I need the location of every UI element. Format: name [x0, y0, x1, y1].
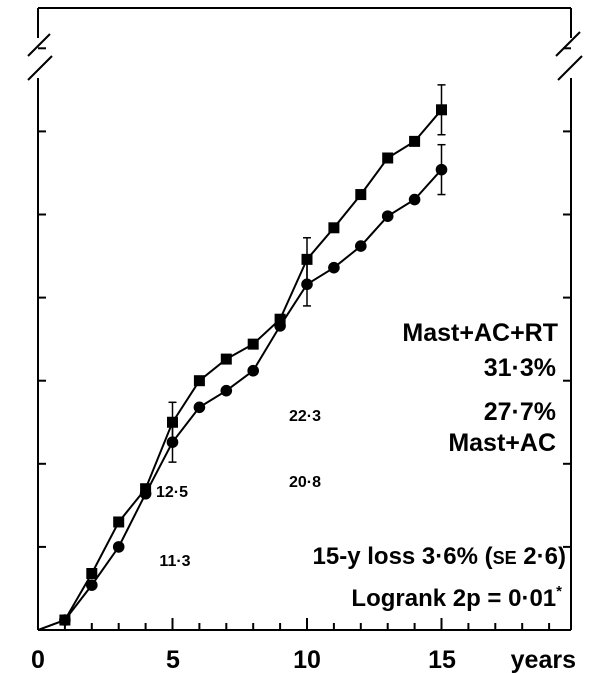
- axes: [37, 7, 572, 631]
- logrank-mark: *: [556, 583, 562, 600]
- x-axis-unit-label: years: [511, 646, 576, 673]
- point-ac-13: [381, 210, 394, 222]
- value-label-ac-5: 11·3: [159, 553, 190, 570]
- point-ac-8: [247, 364, 259, 377]
- percent-label-rt: 31·3%: [484, 354, 556, 382]
- point-ac-9: [274, 320, 286, 332]
- point-rt-6: [193, 375, 205, 387]
- point-ac-6: [193, 401, 206, 414]
- series-line-rt: [37, 109, 443, 631]
- point-ac-3: [112, 541, 125, 553]
- point-rt-8: [247, 338, 259, 350]
- series-line-ac: [37, 168, 443, 631]
- value-labels: 12·5 11·3 22·3 20·8: [156, 408, 321, 570]
- x-ticks: [63, 618, 551, 630]
- axis-break-right: [555, 31, 583, 81]
- x-tick-label-5: 5: [166, 646, 180, 673]
- logrank-annotation: Logrank 2p = 0·01*: [351, 583, 562, 612]
- loss-se: SE: [493, 548, 517, 568]
- value-label-rt-10: 22·3: [289, 408, 321, 425]
- point-ac-14: [408, 193, 421, 206]
- x-tick-label-0: 0: [31, 646, 45, 673]
- series-layer: [37, 84, 448, 631]
- error-bar-rt-15: [437, 84, 446, 136]
- point-rt-2: [86, 567, 98, 579]
- series-label-ac: Mast+AC: [448, 429, 556, 457]
- loss-text: 15-y loss 3·6% (: [313, 543, 493, 570]
- point-ac-4: [139, 487, 152, 500]
- point-rt-3: [113, 516, 125, 528]
- point-ac-1: [59, 614, 71, 626]
- loss-annotation: 15-y loss 3·6% (SE 2·6): [313, 543, 566, 570]
- logrank-text: Logrank 2p = 0·01: [351, 585, 556, 612]
- percent-label-ac: 27·7%: [484, 398, 556, 426]
- point-rt-9: [274, 313, 286, 325]
- value-label-rt-5: 12·5: [156, 484, 188, 501]
- end-labels: Mast+AC+RT 31·3% 27·7% Mast+AC: [402, 319, 558, 457]
- x-tick-label-10: 10: [293, 646, 321, 673]
- point-ac-11: [328, 261, 340, 274]
- y-ticks: [38, 47, 571, 548]
- error-bar-ac-10: [303, 261, 311, 307]
- point-ac-2: [86, 579, 98, 591]
- point-rt-12: [355, 189, 367, 201]
- annotations: 15-y loss 3·6% (SE 2·6) Logrank 2p = 0·0…: [313, 543, 566, 612]
- point-ac-12: [355, 240, 367, 252]
- error-bar-ac-15: [437, 143, 446, 196]
- loss-se-value: 2·6): [517, 543, 566, 570]
- value-label-ac-10: 20·8: [289, 474, 321, 491]
- error-bar-ac-5: [168, 421, 177, 463]
- point-rt-13: [382, 152, 394, 164]
- series-label-rt: Mast+AC+RT: [402, 319, 558, 347]
- point-rt-7: [220, 353, 232, 365]
- axis-break-left: [26, 33, 53, 81]
- point-ac-7: [220, 384, 233, 397]
- point-rt-11: [328, 222, 340, 234]
- x-tick-labels: 0 5 10 15 years: [31, 646, 576, 673]
- x-tick-label-15: 15: [428, 646, 456, 673]
- point-rt-14: [409, 135, 421, 147]
